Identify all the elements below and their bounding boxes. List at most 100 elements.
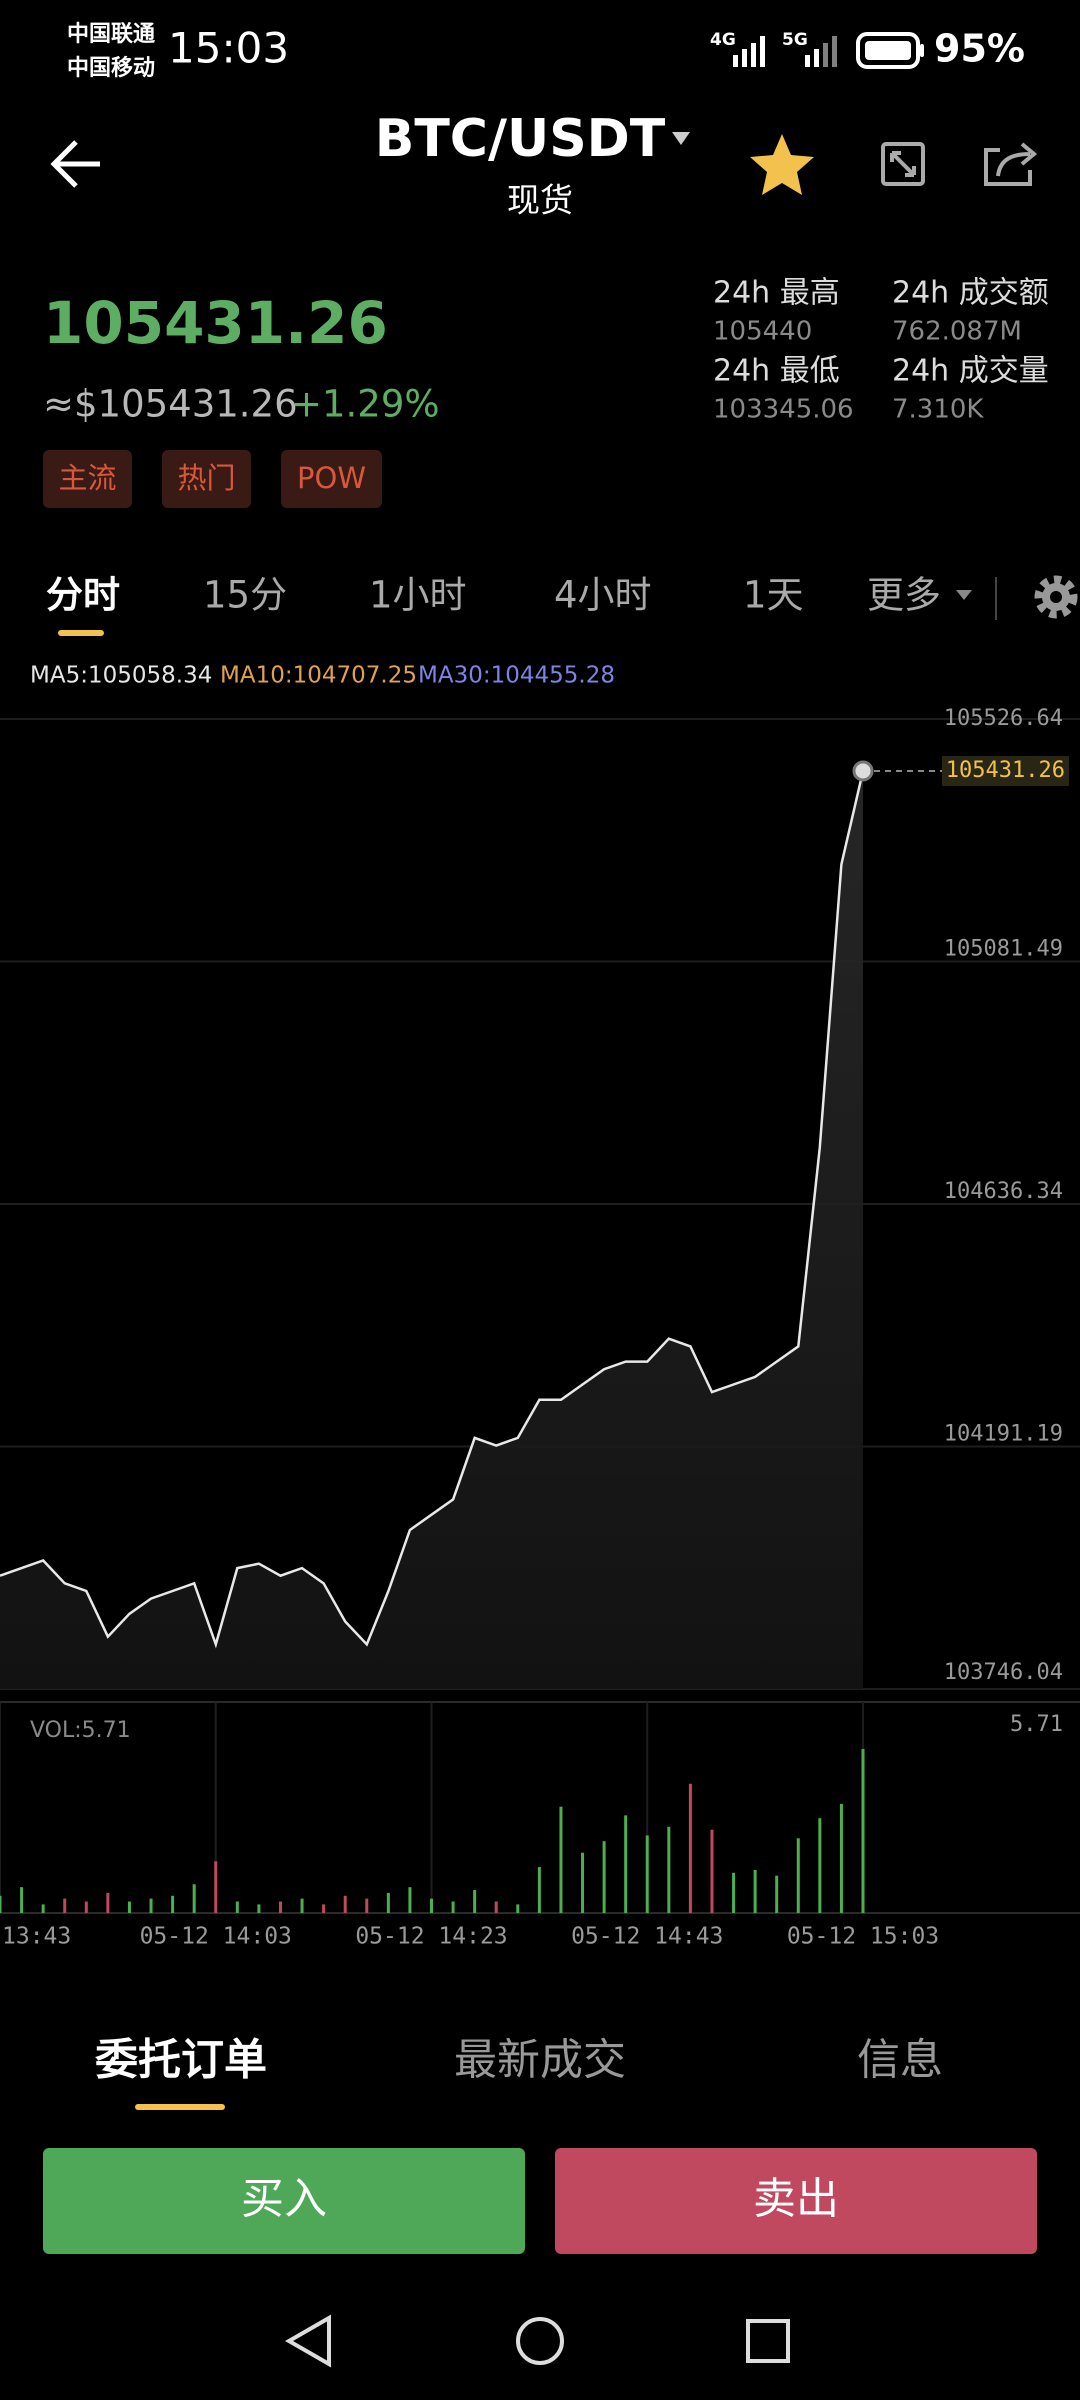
fiat-price: ≈$105431.26 [43,383,298,426]
stat-label: 24h 成交额 [892,276,1049,311]
volume-bar [430,1898,433,1913]
x-tick-label: 05-12 14:03 [140,1924,292,1950]
volume-bar [753,1869,757,1913]
buy-label[interactable]: 买入 [241,2175,327,2225]
ma-indicator: MA30:104455.28 [418,663,615,689]
price-line [0,770,865,1649]
interval-tab[interactable]: 4小时 [554,574,652,617]
volume-bar [386,1892,390,1913]
order-tab[interactable]: 委托订单 [95,2036,267,2086]
y-tick-label: 105526.64 [944,706,1063,731]
volume-bar [581,1852,585,1913]
back-button[interactable] [50,140,100,188]
favorite-star[interactable] [750,134,814,195]
volume-title: VOL:5.71 [30,1718,131,1743]
volume-bar [192,1884,196,1913]
battery-icon [856,32,924,69]
volume-bar [214,1861,218,1913]
buy-button[interactable] [43,2148,525,2254]
tag [281,450,382,508]
nav-recents[interactable] [746,2319,790,2363]
x-tick-label: 05-12 14:23 [355,1924,507,1950]
volume-bar [516,1904,520,1913]
volume-bar [343,1895,347,1913]
tab-indicator [58,630,104,636]
more-dropdown[interactable] [956,590,972,600]
nav-home[interactable] [516,2317,564,2365]
volume-bar [300,1898,304,1913]
volume-bar [171,1895,175,1913]
volume-bar [494,1901,498,1913]
volume-bar [818,1818,822,1913]
signal-icon [733,36,765,67]
volume-bar [106,1892,110,1913]
volume-bar [796,1838,800,1913]
tag-label: POW [297,461,366,495]
x-tick-label: 13:43 [2,1924,71,1950]
volume-bar [861,1749,865,1913]
y-tick-label: 5.71 [1010,1712,1063,1737]
order-tab[interactable]: 最新成交 [454,2036,626,2086]
stat-value: 7.310K [892,395,984,425]
volume-bar [645,1835,649,1913]
volume-bar [84,1901,88,1913]
clock: 15:03 [168,24,289,73]
volume-bar [602,1841,606,1913]
volume-bar [839,1803,843,1913]
volume-bar [127,1901,131,1913]
y-tick-label: 104636.34 [944,1179,1063,1204]
volume-bar [257,1904,261,1913]
tag-label: 主流 [58,461,116,495]
volume-bar [710,1829,714,1913]
volume-bar [688,1783,692,1913]
stat-value: 762.087M [892,317,1022,347]
stat-value: 103345.06 [713,395,854,425]
fullscreen-button[interactable] [881,142,925,186]
tag [43,450,132,508]
battery-level: 95% [934,27,1025,71]
tag [162,450,251,508]
interval-tab[interactable]: 1小时 [369,574,467,617]
sell-button[interactable] [555,2148,1037,2254]
tab-indicator [135,2104,225,2110]
last-price-badge [942,755,1069,786]
pair-dropdown[interactable] [672,132,690,145]
y-tick-label: 105081.49 [944,937,1063,962]
volume-bar [537,1867,541,1913]
x-tick-label: 05-12 15:03 [787,1924,939,1950]
volume-bar [624,1815,628,1913]
volume-bar [149,1898,153,1913]
stat-label: 24h 成交量 [892,354,1049,389]
volume-bar [775,1875,779,1913]
last-price: 105431.26 [43,289,388,357]
volume-bar [732,1872,736,1913]
x-tick-label: 05-12 14:43 [571,1924,723,1950]
last-price-dot [852,760,874,782]
sell-label[interactable]: 卖出 [753,2175,839,2225]
stat-label: 24h 最高 [713,276,840,311]
nav-back[interactable] [284,2314,331,2368]
volume-bar [559,1806,563,1913]
volume-bar [451,1901,455,1913]
ma-indicator: MA10:104707.25 [220,663,417,689]
tag-label: 热门 [177,461,235,495]
interval-tab[interactable]: 分时 [46,574,120,617]
more-tab[interactable]: 更多 [867,574,941,617]
volume-bar [41,1904,45,1913]
order-tab[interactable]: 信息 [857,2036,943,2086]
interval-tab[interactable]: 1天 [743,574,804,617]
share-button[interactable] [984,142,1038,186]
interval-tab[interactable]: 15分 [203,574,287,617]
volume-bar [667,1826,671,1913]
network: 5G [782,30,808,50]
stat-value: 105440 [713,317,812,347]
signal-icon [805,36,837,67]
settings-gear[interactable] [1034,575,1078,619]
volume-bar [365,1898,369,1913]
pair-title[interactable]: BTC/USDT [375,109,666,169]
volume-bar [408,1887,412,1913]
last-price-label: 105431.26 [946,758,1065,783]
network: 4G [710,30,736,50]
